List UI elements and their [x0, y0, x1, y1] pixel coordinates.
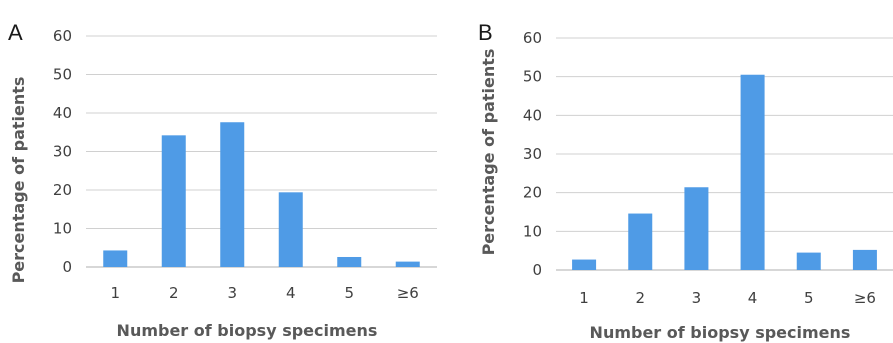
x-tick-label: 3 [227, 284, 237, 302]
x-ticks-b: 1 2 3 4 5 ≥6 [579, 289, 876, 307]
x-tick-label: 4 [748, 289, 758, 307]
panel-label-b: B [478, 20, 493, 45]
panel-label-a: A [8, 20, 23, 45]
y-tick-label: 60 [523, 29, 542, 47]
chart-panel-a: A 0 10 20 30 40 50 60 1 2 3 4 5 ≥6 Percentage of pa… [8, 20, 437, 340]
y-tick-label: 30 [53, 143, 72, 161]
x-axis-title-a: Number of biopsy specimens [117, 321, 378, 340]
x-tick-label: 3 [692, 289, 702, 307]
bar-b-6 [852, 249, 877, 270]
y-tick-label: 40 [523, 106, 542, 124]
x-tick-label: 1 [579, 289, 589, 307]
bar-a-4 [278, 192, 303, 267]
x-tick-label: 5 [344, 284, 354, 302]
bars-b [572, 74, 877, 270]
bar-b-4 [740, 74, 765, 270]
y-ticks-b: 0 10 20 30 40 50 60 [523, 29, 542, 279]
x-tick-label: ≥6 [854, 289, 876, 307]
y-tick-label: 50 [523, 68, 542, 86]
bar-a-1 [103, 250, 128, 267]
x-tick-label: 2 [169, 284, 179, 302]
bar-b-5 [796, 252, 821, 270]
x-tick-label: 1 [110, 284, 120, 302]
y-tick-label: 0 [62, 258, 72, 276]
y-axis-title-a: Percentage of patients [9, 77, 28, 284]
bar-b-2 [628, 213, 653, 270]
bar-a-5 [337, 256, 362, 267]
y-tick-label: 40 [53, 104, 72, 122]
gridlines-a [86, 35, 437, 268]
y-tick-label: 0 [532, 261, 542, 279]
y-tick-label: 10 [53, 220, 72, 238]
y-tick-label: 30 [523, 145, 542, 163]
x-tick-label: ≥6 [397, 284, 419, 302]
chart-panel-b: B 0 10 20 30 40 50 60 1 2 3 4 5 ≥6 Percentage of pa… [478, 20, 893, 342]
bar-a-3 [220, 122, 245, 268]
gridlines-b [556, 37, 893, 271]
x-ticks-a: 1 2 3 4 5 ≥6 [110, 284, 418, 302]
bars-a [103, 122, 420, 268]
x-tick-label: 4 [286, 284, 296, 302]
y-axis-title-b: Percentage of patients [479, 49, 498, 256]
x-tick-label: 5 [804, 289, 814, 307]
x-tick-label: 2 [635, 289, 645, 307]
bar-a-2 [161, 135, 186, 267]
y-ticks-a: 0 10 20 30 40 50 60 [53, 27, 72, 276]
bar-a-6 [395, 261, 420, 267]
bar-b-3 [684, 187, 709, 270]
y-tick-label: 50 [53, 66, 72, 84]
y-tick-label: 20 [53, 181, 72, 199]
y-tick-label: 10 [523, 222, 542, 240]
y-tick-label: 20 [523, 184, 542, 202]
bar-b-1 [572, 259, 597, 270]
x-axis-title-b: Number of biopsy specimens [590, 323, 851, 342]
y-tick-label: 60 [53, 27, 72, 45]
